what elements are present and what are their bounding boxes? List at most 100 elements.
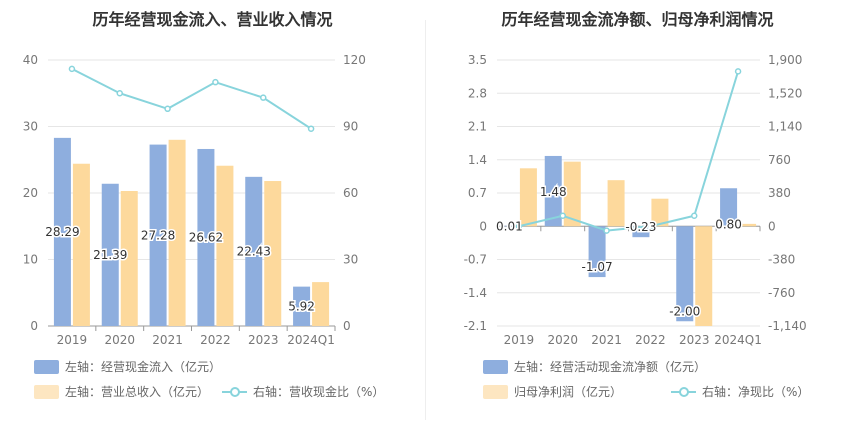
left-axis-tick-label: 0.7	[468, 186, 487, 200]
bar-secondary	[264, 181, 282, 326]
left-axis-tick-label: 3.5	[468, 53, 487, 67]
ratio-line	[71, 67, 312, 130]
left-axis-tick-label: 40	[23, 53, 38, 67]
right-axis-tick-label: -1,140	[768, 319, 807, 333]
right-axis-tick-label: 0	[343, 319, 351, 333]
bar-data-label: 22.43	[237, 244, 271, 258]
ratio-point	[164, 105, 171, 113]
bar-primary	[245, 176, 263, 326]
bar-secondary	[72, 163, 90, 326]
ratio-point	[603, 227, 610, 234]
bar-data-label: 26.62	[189, 230, 223, 244]
bar-primary	[101, 183, 119, 326]
bar-secondary	[651, 198, 669, 227]
right-axis-tick-label: 1,520	[768, 86, 802, 100]
bar-data-label: 28.29	[45, 225, 79, 239]
ratio-point	[68, 65, 76, 73]
legend-label: 左轴：经营活动现金流净额（亿元）	[514, 360, 707, 374]
legend-item-inflow[interactable]: 左轴：经营现金流入（亿元）	[34, 358, 221, 375]
right-axis-tick-label: 90	[343, 120, 358, 134]
category-label: 2019	[57, 333, 88, 347]
right-axis-tick-label: 760	[768, 153, 791, 167]
category-label: 2020	[104, 333, 135, 347]
bar-primary	[149, 144, 167, 326]
right-axis-tick-label: 0	[768, 219, 776, 233]
legend-label: 归母净利润（亿元）	[514, 385, 623, 399]
bar-data-label: 0.01	[496, 219, 523, 233]
ratio-point	[691, 212, 698, 219]
category-label: 2021	[591, 333, 622, 347]
bar-secondary	[607, 180, 625, 227]
ratio-point	[212, 78, 219, 86]
bar-primary	[197, 148, 215, 326]
category-label: 2023	[679, 333, 710, 347]
left-axis-tick-label: 0	[479, 219, 487, 233]
category-label: 2024Q1	[287, 333, 335, 347]
ratio-line	[518, 71, 740, 232]
ratio-point	[116, 90, 123, 97]
category-label: 2020	[547, 333, 578, 347]
bar-secondary	[563, 161, 581, 227]
legend-item-ratio[interactable]: 右轴：营收现金比（%）	[222, 383, 384, 400]
left-axis-tick-label: 2.8	[468, 86, 487, 100]
bar-primary	[676, 226, 694, 322]
legend-line-swatch	[671, 385, 696, 399]
legend-item-netcash-ratio[interactable]: 右轴：净现比（%）	[671, 383, 809, 400]
left-axis-tick-label: -0.7	[464, 253, 487, 267]
bar-data-label: -2.00	[669, 304, 700, 318]
bar-data-label: -1.07	[582, 260, 613, 274]
legend-swatch	[34, 359, 59, 374]
legend-item-netflow[interactable]: 左轴：经营活动现金流净额（亿元）	[483, 358, 706, 375]
bar-secondary	[120, 191, 138, 326]
bar-primary	[720, 188, 738, 227]
right-axis-tick-label: -380	[768, 253, 795, 267]
bar-data-label: 27.28	[141, 228, 175, 242]
left-axis-tick-label: 2.1	[468, 120, 487, 134]
right-axis-tick-label: 1,900	[768, 53, 802, 67]
left-chart-panel: 历年经营现金流入、营业收入情况 0 10 20 30 40 0 30 60 90 120 2019 2…	[23, 10, 385, 400]
legend-label: 右轴：营收现金比（%）	[253, 385, 385, 399]
ratio-point	[307, 125, 315, 132]
bar-secondary	[168, 139, 186, 326]
ratio-point	[260, 94, 267, 101]
bar-data-label: 0.80	[715, 217, 742, 231]
category-label: 2021	[152, 333, 183, 347]
ratio-point	[515, 223, 523, 230]
right-axis-tick-label: 380	[768, 186, 791, 200]
bar-data-label: -0.23	[625, 220, 656, 234]
legend-item-netprofit[interactable]: 归母净利润（亿元）	[483, 383, 622, 400]
bar-primary	[588, 226, 606, 278]
left-chart-svg: 0 10 20 30 40 0 30 60 90 120 2019 2020 2021 2022 2023 2…	[23, 53, 366, 347]
left-axis-tick-label: -2.1	[464, 319, 487, 333]
category-label: 2019	[504, 333, 535, 347]
right-axis-tick-label: 1,140	[768, 120, 802, 134]
left-axis-tick-label: 20	[23, 186, 38, 200]
ratio-point	[559, 212, 566, 219]
category-label: 2024Q1	[714, 333, 762, 347]
right-axis-tick-label: 30	[343, 253, 358, 267]
bar-secondary	[739, 223, 757, 227]
legend-line-swatch	[222, 385, 247, 399]
left-axis-tick-label: 0	[30, 319, 38, 333]
bar-data-label: 1.48	[540, 185, 567, 199]
bar-secondary	[695, 226, 713, 326]
bar-secondary	[312, 282, 330, 326]
bar-primary	[293, 286, 311, 326]
bar-data-label: 5.92	[288, 299, 315, 313]
legend-swatch	[483, 384, 508, 399]
legend-label: 左轴：经营现金流入（亿元）	[65, 360, 222, 374]
bar-secondary	[519, 168, 537, 227]
bar-primary	[544, 155, 562, 227]
left-axis-tick-label: 1.4	[468, 153, 487, 167]
bar-primary	[53, 137, 71, 326]
bar-primary	[632, 226, 650, 238]
category-label: 2023	[248, 333, 279, 347]
legend-label: 左轴：营业总收入（亿元）	[65, 385, 210, 399]
category-label: 2022	[635, 333, 666, 347]
bar-data-label: 21.39	[93, 248, 127, 262]
left-axis-tick-label: 10	[23, 253, 38, 267]
legend-item-revenue[interactable]: 左轴：营业总收入（亿元）	[34, 383, 209, 400]
bar-secondary	[216, 165, 234, 326]
bar-primary	[500, 225, 518, 227]
